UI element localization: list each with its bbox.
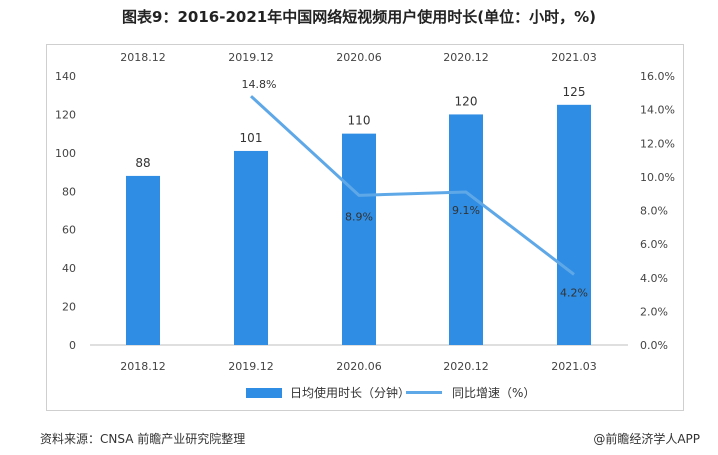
- legend-item-line: 同比增速（%）: [406, 384, 535, 401]
- y-right-tick-label: 12.0%: [640, 137, 675, 150]
- x-top-tick-label: 2019.12: [228, 51, 274, 64]
- y-right-tick-label: 10.0%: [640, 171, 675, 184]
- y-right-tick-label: 6.0%: [640, 238, 668, 251]
- bar: [557, 104, 591, 345]
- x-tick-label: 2020.06: [336, 360, 382, 373]
- bar: [234, 150, 268, 345]
- y-left-tick-label: 100: [55, 147, 76, 160]
- legend-item-bar: 日均使用时长（分钟）: [246, 384, 410, 401]
- bar-data-label: 110: [348, 114, 371, 128]
- x-tick-label: 2018.12: [120, 360, 166, 373]
- y-right-tick-label: 2.0%: [640, 305, 668, 318]
- legend-line-swatch: [406, 391, 442, 394]
- x-tick-label: 2020.12: [443, 360, 489, 373]
- x-top-tick-label: 2018.12: [120, 51, 166, 64]
- y-right-tick-label: 16.0%: [640, 70, 675, 83]
- y-left-tick-label: 140: [55, 70, 76, 83]
- y-right-tick-label: 8.0%: [640, 205, 668, 218]
- y-left-tick-label: 40: [62, 262, 76, 275]
- bar-data-label: 101: [240, 131, 263, 145]
- source-note: 资料来源：CNSA 前瞻产业研究院整理: [40, 432, 246, 446]
- bar-data-label: 120: [455, 94, 478, 108]
- y-left-tick-label: 120: [55, 108, 76, 121]
- x-top-tick-label: 2020.12: [443, 51, 489, 64]
- bar-data-label: 125: [563, 85, 586, 99]
- y-left-tick-label: 20: [62, 301, 76, 314]
- x-tick-label: 2019.12: [228, 360, 274, 373]
- bar: [342, 133, 376, 345]
- series-line: [249, 95, 575, 276]
- y-left-tick-label: 0: [69, 339, 76, 352]
- line-data-label: 8.9%: [345, 210, 373, 223]
- chart-title: 图表9：2016-2021年中国网络短视频用户使用时长(单位：小时，%): [122, 8, 596, 26]
- y-right-tick-label: 14.0%: [640, 104, 675, 117]
- legend-line-label: 同比增速（%）: [452, 386, 536, 400]
- bar: [126, 175, 160, 345]
- y-right-tick-label: 4.0%: [640, 272, 668, 285]
- line-data-label: 9.1%: [452, 204, 480, 217]
- y-left-tick-label: 80: [62, 185, 76, 198]
- x-top-tick-label: 2021.03: [551, 51, 597, 64]
- line-data-label: 4.2%: [560, 286, 588, 299]
- x-tick-label: 2021.03: [551, 360, 597, 373]
- brand-credit: @前瞻经济学人APP: [593, 432, 700, 446]
- chart-frame: [46, 44, 684, 411]
- bar-data-label: 88: [135, 156, 150, 170]
- legend-bar-swatch: [246, 387, 282, 398]
- legend-bar-label: 日均使用时长（分钟）: [290, 386, 411, 400]
- x-top-tick-label: 2020.06: [336, 51, 382, 64]
- bar: [449, 114, 483, 345]
- y-left-tick-label: 60: [62, 224, 76, 237]
- legend: 日均使用时长（分钟） 同比增速（%）: [0, 384, 718, 404]
- line-data-label: 14.8%: [242, 78, 277, 91]
- y-right-tick-label: 0.0%: [640, 339, 668, 352]
